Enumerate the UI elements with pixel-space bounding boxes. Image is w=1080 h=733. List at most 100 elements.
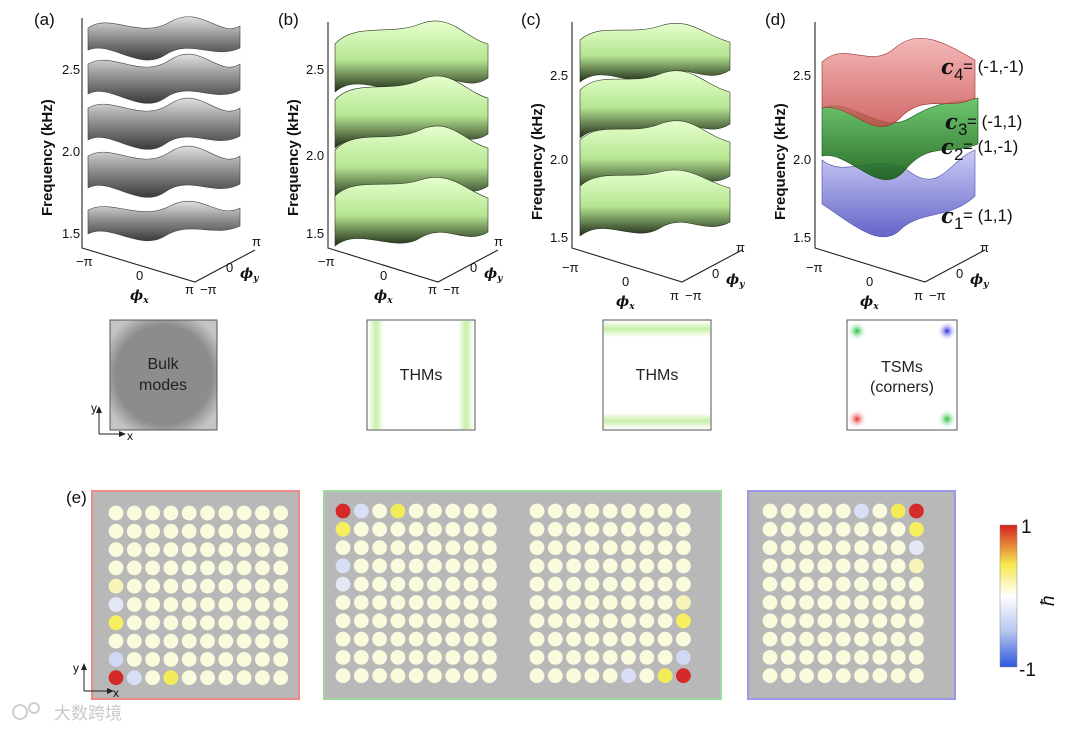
lattice-site	[200, 505, 215, 521]
lattice-site	[236, 615, 252, 631]
lattice-site	[335, 558, 351, 574]
lattice-site	[408, 650, 424, 665]
xtick-a-2: π	[185, 282, 194, 297]
xtick-d-0: −π	[806, 260, 823, 275]
ylabel-c: Frequency (kHz)	[529, 103, 546, 220]
lattice-site	[872, 631, 888, 647]
lattice-site	[255, 597, 270, 612]
lattice-site	[163, 652, 179, 667]
ytick-d-2.5: 2.5	[793, 68, 811, 83]
colorbar-min: -1	[1019, 660, 1036, 681]
chern-label-2: c 2 = (1,-1)	[941, 134, 1018, 164]
lattice-site	[427, 613, 442, 629]
lattice-site	[657, 650, 673, 665]
lattice-site	[817, 521, 833, 537]
lattice-red	[108, 505, 289, 686]
lattice-site	[854, 650, 869, 665]
lattice-site	[200, 670, 215, 686]
panel-label-c: (c)	[521, 10, 541, 29]
lattice-site	[236, 670, 252, 686]
svg-text:2: 2	[954, 145, 963, 164]
lattice-site	[353, 613, 369, 629]
lattice-site	[108, 652, 124, 667]
lattice-site	[621, 576, 636, 592]
lattice-site	[835, 668, 851, 684]
lattice-site	[780, 576, 796, 592]
lattice-site	[108, 542, 124, 557]
lattice-site	[108, 560, 124, 576]
lattice-site	[799, 668, 814, 684]
lattice-site	[566, 668, 581, 684]
lattice-site	[372, 521, 387, 537]
lattice-site	[621, 650, 636, 665]
lattice-site	[108, 523, 124, 539]
lattice-site	[482, 650, 497, 665]
lattice-site	[657, 613, 673, 629]
lattice-site	[835, 613, 851, 629]
surface-a	[87, 16, 241, 242]
lattice-site	[353, 668, 369, 684]
panel-label-d: (d)	[765, 10, 786, 29]
lattice-site	[835, 540, 851, 555]
lattice-site	[427, 558, 442, 574]
lattice-site	[909, 540, 924, 555]
lattice-site	[126, 615, 142, 631]
lattice-site	[126, 652, 142, 667]
surface-b	[334, 20, 489, 247]
lattice-site	[372, 576, 387, 592]
lattice-site	[445, 668, 461, 684]
corner-spot-top-right	[937, 321, 957, 341]
colorbar-label: ħ	[1038, 595, 1059, 606]
lattice-site	[163, 505, 179, 521]
lattice-site	[547, 540, 563, 555]
lattice-site	[255, 542, 270, 557]
corner-spot-bottom-left	[847, 409, 867, 429]
lattice-site	[463, 613, 479, 629]
lattice-site	[255, 615, 270, 631]
lattice-site	[762, 668, 778, 684]
lattice-site	[872, 595, 888, 610]
lattice-site	[353, 503, 369, 519]
small-axis-y: y	[91, 401, 97, 415]
lattice-site	[639, 576, 655, 592]
ytick3d-c-0: −π	[685, 288, 702, 303]
lattice-site	[126, 597, 142, 612]
surface-d	[821, 37, 979, 238]
lattice-site	[108, 505, 124, 521]
lattice-site	[584, 650, 600, 665]
panel-label-e: (e)	[66, 488, 87, 507]
lattice-site	[621, 668, 636, 684]
lattice-site	[353, 595, 369, 610]
lattice-site	[676, 503, 691, 519]
ylabel-d: Frequency (kHz)	[772, 103, 789, 220]
lattice-site	[218, 615, 234, 631]
lattice-frame-red	[91, 490, 300, 700]
lattice-site	[335, 631, 351, 647]
lattice-site	[463, 650, 479, 665]
lattice-site	[145, 560, 161, 576]
lattice-site	[273, 542, 289, 557]
ytick-b-2.5: 2.5	[306, 62, 324, 77]
lattice-site	[780, 595, 796, 610]
phi-y-b: ϕy	[484, 266, 503, 284]
lattice-site	[218, 542, 234, 557]
lattice-site	[200, 615, 215, 631]
lattice-site	[408, 503, 424, 519]
lattice-site	[445, 521, 461, 537]
lattice-site	[872, 540, 888, 555]
lattice-site	[890, 540, 906, 555]
lattice-site	[872, 576, 888, 592]
lattice-site	[835, 503, 851, 519]
lattice-site	[163, 597, 179, 612]
lattice-site	[762, 540, 778, 555]
lattice-site	[353, 650, 369, 665]
phi-x-b: ϕx	[374, 288, 393, 306]
lattice-site	[639, 668, 655, 684]
lattice-site	[126, 670, 142, 686]
lattice-site	[529, 503, 545, 519]
xtick-d-1: 0	[866, 274, 873, 289]
lattice-site	[799, 613, 814, 629]
lattice-site	[427, 540, 442, 555]
lattice-site	[145, 670, 161, 686]
